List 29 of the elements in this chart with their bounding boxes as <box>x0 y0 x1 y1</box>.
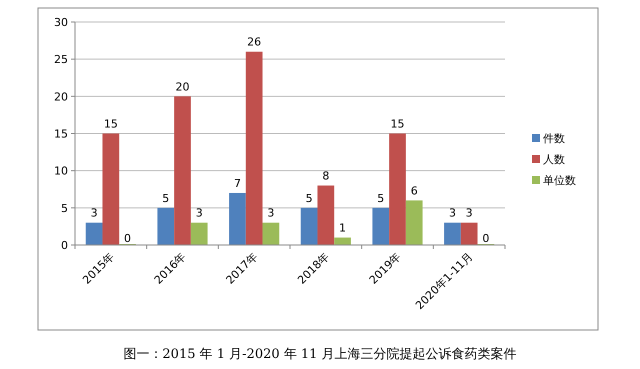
data-label: 3 <box>90 206 98 220</box>
data-label: 0 <box>124 232 132 245</box>
data-label: 15 <box>104 118 118 130</box>
y-tick-label: 30 <box>54 16 68 29</box>
y-tick-label: 5 <box>61 202 68 215</box>
data-label: 26 <box>247 36 262 49</box>
y-tick-label: 0 <box>61 239 68 252</box>
data-label: 6 <box>410 184 418 198</box>
data-label: 5 <box>162 192 170 205</box>
data-label: 7 <box>234 176 241 190</box>
y-tick-label: 15 <box>54 128 68 140</box>
data-label: 0 <box>482 232 490 245</box>
data-label: 5 <box>377 192 384 205</box>
data-label: 15 <box>390 118 404 130</box>
legend-label: 人数 <box>543 153 565 166</box>
legend-label: 单位数 <box>543 174 576 187</box>
data-label: 20 <box>176 80 190 94</box>
y-tick-label: 20 <box>54 90 68 104</box>
y-tick-label: 10 <box>54 164 68 178</box>
data-label: 3 <box>466 206 473 220</box>
data-label: 5 <box>306 192 313 205</box>
legend-label: 件数 <box>543 132 565 145</box>
data-label: 1 <box>339 222 346 235</box>
data-label: 8 <box>322 170 330 183</box>
y-tick-label: 25 <box>54 53 68 66</box>
data-label: 3 <box>448 206 456 220</box>
data-label: 3 <box>267 206 274 220</box>
text: 图一：2015 年 1 月-2020 年 11 月上海三分院提起公诉食药类案件 <box>123 346 517 362</box>
data-label: 3 <box>196 206 203 220</box>
